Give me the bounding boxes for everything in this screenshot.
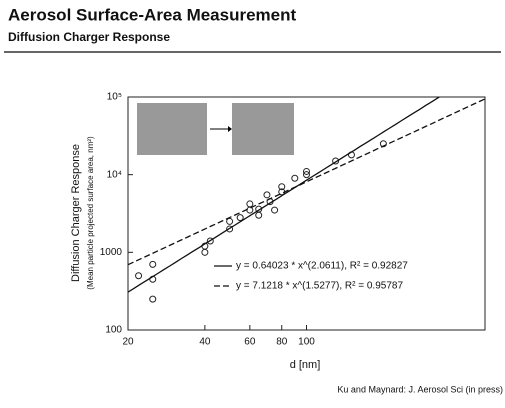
- y-tick-label: 1000: [100, 247, 123, 258]
- slide-title: Aerosol Surface-Area Measurement: [8, 5, 297, 24]
- data-point: [201, 248, 209, 256]
- inset-image: [137, 103, 207, 155]
- y-sublabel: (Mean particle projected surface area, n…: [86, 136, 95, 290]
- data-point: [255, 205, 263, 213]
- data-point: [278, 183, 286, 191]
- fit-line: [128, 98, 485, 266]
- y-tick-label: 100: [105, 325, 122, 336]
- x-label: d [nm]: [290, 359, 321, 371]
- slide-subtitle: Diffusion Charger Response: [8, 30, 170, 44]
- plot-area: [128, 97, 485, 303]
- arrow-head: [228, 126, 232, 132]
- data-point: [271, 206, 279, 214]
- data-point: [149, 260, 157, 268]
- x-tick-label: 60: [244, 337, 256, 348]
- y-tick-label: 10⁴: [107, 169, 122, 180]
- data-point: [303, 167, 310, 175]
- x-tick-label: 80: [276, 337, 288, 348]
- x-tick-label: 20: [122, 337, 134, 348]
- data-point: [255, 211, 263, 219]
- data-point: [246, 206, 254, 214]
- data-point: [135, 272, 143, 280]
- data-point: [263, 191, 271, 199]
- data-point: [303, 171, 310, 179]
- x-tick-label: 40: [199, 337, 211, 348]
- x-tick-label: 100: [298, 337, 315, 348]
- data-point: [226, 217, 234, 225]
- data-point: [206, 237, 214, 245]
- y-tick-label: 10⁵: [107, 92, 122, 103]
- legend-label: y = 7.1218 * x^(1.5277), R² = 0.95787: [236, 281, 403, 292]
- y-label: Diffusion Charger Response: [70, 144, 82, 282]
- fit-line: [128, 97, 441, 293]
- data-point: [246, 200, 254, 208]
- data-point: [332, 157, 340, 165]
- data-point: [226, 225, 234, 233]
- data-point: [149, 295, 157, 303]
- citation: Ku and Maynard: J. Aerosol Sci (in press…: [337, 384, 503, 394]
- inset-image: [232, 103, 294, 155]
- data-point: [236, 214, 244, 222]
- legend-label: y = 0.64023 * x^(2.0611), R² = 0.92827: [236, 261, 408, 272]
- data-point: [291, 174, 299, 182]
